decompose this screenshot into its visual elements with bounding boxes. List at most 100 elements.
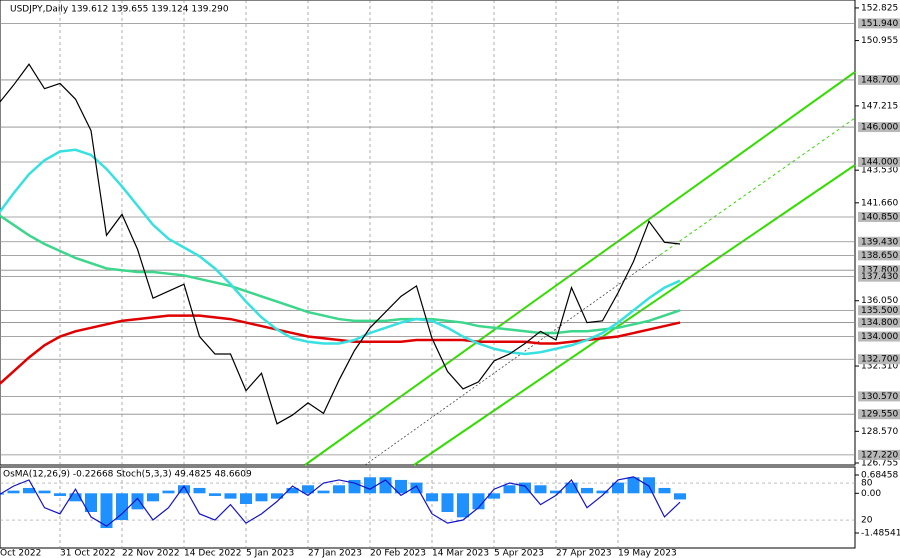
bar [410, 482, 423, 494]
level-label: 140.850 [861, 212, 898, 222]
bar [255, 493, 268, 502]
level-label-bg [858, 331, 900, 342]
x-tick-label: 14 Mar 2023 [432, 549, 489, 558]
bar [147, 493, 159, 502]
bar [534, 485, 547, 494]
channel-upper [304, 71, 856, 466]
level-label: 138.650 [861, 251, 898, 261]
bar [162, 490, 175, 494]
series-line [0, 214, 681, 335]
bar [658, 487, 671, 494]
level-label: 134.800 [861, 318, 898, 328]
x-tick-label: 22 Nov 2022 [122, 549, 180, 558]
header: USDJPY,Daily 139.612 139.655 139.124 139… [10, 5, 229, 15]
bar [0, 493, 4, 495]
level-label-bg [858, 449, 900, 460]
bar [441, 493, 454, 513]
series-line [0, 314, 681, 386]
indicator-title: OsMA(12,26,9) -0.22668 Stoch(5,3,3) 49.4… [3, 470, 252, 480]
bar [240, 493, 252, 504]
bar [472, 493, 485, 510]
channel-mid-ext [659, 117, 856, 256]
level-label: 139.430 [861, 237, 898, 247]
bar [503, 485, 516, 494]
bar [193, 487, 206, 494]
y-tick-label: -1.48541 [861, 528, 900, 538]
channel [304, 71, 856, 466]
level-label-bg [858, 391, 900, 402]
bar [612, 482, 624, 494]
bar [69, 493, 82, 502]
bar [317, 490, 330, 494]
y-tick-label: 0.68458 [861, 471, 898, 481]
level-label: 127.220 [861, 450, 898, 460]
main-panel [0, 0, 856, 466]
level-label: 130.570 [861, 392, 898, 402]
y-tick-label: 0.00 [861, 489, 881, 499]
bar [38, 490, 51, 494]
bar [302, 485, 314, 494]
bar [426, 493, 438, 502]
level-label: 146.000 [861, 123, 898, 133]
bar [271, 493, 283, 499]
bar [488, 493, 500, 499]
y-tick-label: 132.310 [861, 362, 898, 372]
bar [286, 487, 299, 494]
level-label: 134.000 [861, 332, 898, 342]
bar [627, 477, 640, 494]
y-tick-label: 128.570 [861, 427, 898, 437]
bar [674, 493, 686, 500]
series-line [0, 148, 681, 356]
level-label-bg [858, 122, 900, 133]
level-label: 151.940 [861, 19, 898, 29]
bar [85, 493, 97, 513]
y-tick-label: 126.755 [861, 458, 898, 468]
x-tick-label: 14 Dec 2022 [184, 549, 242, 558]
bar [224, 493, 237, 499]
y2-tick-label: 80 [861, 479, 873, 489]
level-label-bg [858, 74, 900, 85]
bar [364, 477, 376, 494]
y-tick-label: 152.825 [861, 3, 898, 13]
bar [54, 493, 66, 496]
bar [178, 485, 190, 494]
level-label-bg [858, 271, 900, 282]
x-tick-label: 20 Feb 2023 [370, 549, 426, 558]
level-label: 148.700 [861, 75, 898, 85]
level-label: 137.800 [861, 266, 898, 276]
bar [333, 485, 345, 494]
x-tick-label: 27 Jan 2023 [308, 549, 362, 558]
bar [519, 482, 531, 494]
bar [7, 490, 20, 494]
level-label: 137.430 [861, 272, 898, 282]
bar [581, 487, 593, 494]
bar [596, 490, 609, 494]
level-label-bg [858, 250, 900, 261]
level-label-bg [858, 236, 900, 247]
bar [209, 493, 221, 496]
y2-tick-label: 20 [861, 516, 873, 526]
bar [395, 479, 407, 494]
x-tick-label: 31 Oct 2022 [60, 549, 116, 558]
bar [100, 493, 113, 529]
bar [643, 477, 655, 494]
level-label: 135.500 [861, 306, 898, 316]
level-label-bg [858, 18, 900, 29]
x-tick-label: 5 Apr 2023 [494, 549, 544, 558]
level-label-bg [858, 211, 900, 222]
x-tick-label: 5 Jan 2023 [246, 549, 294, 558]
level-label-bg [858, 317, 900, 328]
level-label: 129.550 [861, 410, 898, 420]
y-tick-label: 143.530 [861, 166, 898, 176]
level-label: 132.700 [861, 355, 898, 365]
level-label-bg [858, 265, 900, 276]
level-label-bg [858, 409, 900, 420]
bar [550, 490, 562, 494]
bar [131, 493, 144, 510]
y-tick-label: 141.660 [861, 198, 898, 208]
y-tick-label: 136.050 [861, 296, 898, 306]
bar [116, 493, 128, 521]
bar [348, 479, 361, 494]
channel-lower [413, 164, 856, 466]
